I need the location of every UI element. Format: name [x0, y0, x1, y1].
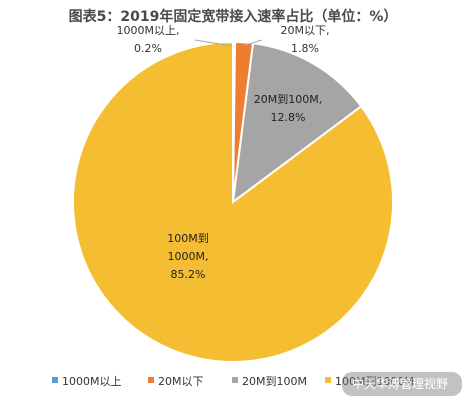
- legend-swatch-1: [148, 377, 154, 383]
- watermark: 中天华溥管理视野: [342, 372, 462, 396]
- pie-slice-3: [72, 40, 394, 363]
- leader-line-0: [194, 39, 233, 47]
- slice-label-3: 100M到 1000M, 85.2%: [167, 232, 209, 281]
- slice-label-1: 20M以下, 1.8%: [281, 24, 330, 55]
- legend-label-1: 20M以下: [158, 375, 204, 388]
- legend-label-2: 20M到100M: [242, 375, 307, 388]
- legend: 1000M以上 20M以下 20M到100M 100M到1000M: [52, 375, 414, 388]
- legend-swatch-2: [232, 377, 238, 383]
- slice-labels: 1000M以上, 0.2% 20M以下, 1.8% 20M到100M, 12.8% 100M…: [117, 24, 330, 281]
- chart-title: 图表5：2019年固定宽带接入速率占比（单位：%）: [68, 9, 398, 25]
- legend-swatch-3: [325, 377, 331, 383]
- legend-label-0: 1000M以上: [62, 375, 122, 388]
- legend-label-3: 100M到1000M: [335, 375, 414, 388]
- slice-label-0: 1000M以上, 0.2%: [117, 24, 180, 55]
- pie-slices: [72, 40, 394, 363]
- slice-label-2: 20M到100M, 12.8%: [254, 93, 322, 124]
- leader-line-1: [241, 39, 263, 47]
- legend-swatch-0: [52, 377, 58, 383]
- leader-lines: [194, 39, 263, 47]
- pie-slice-2: [231, 42, 363, 205]
